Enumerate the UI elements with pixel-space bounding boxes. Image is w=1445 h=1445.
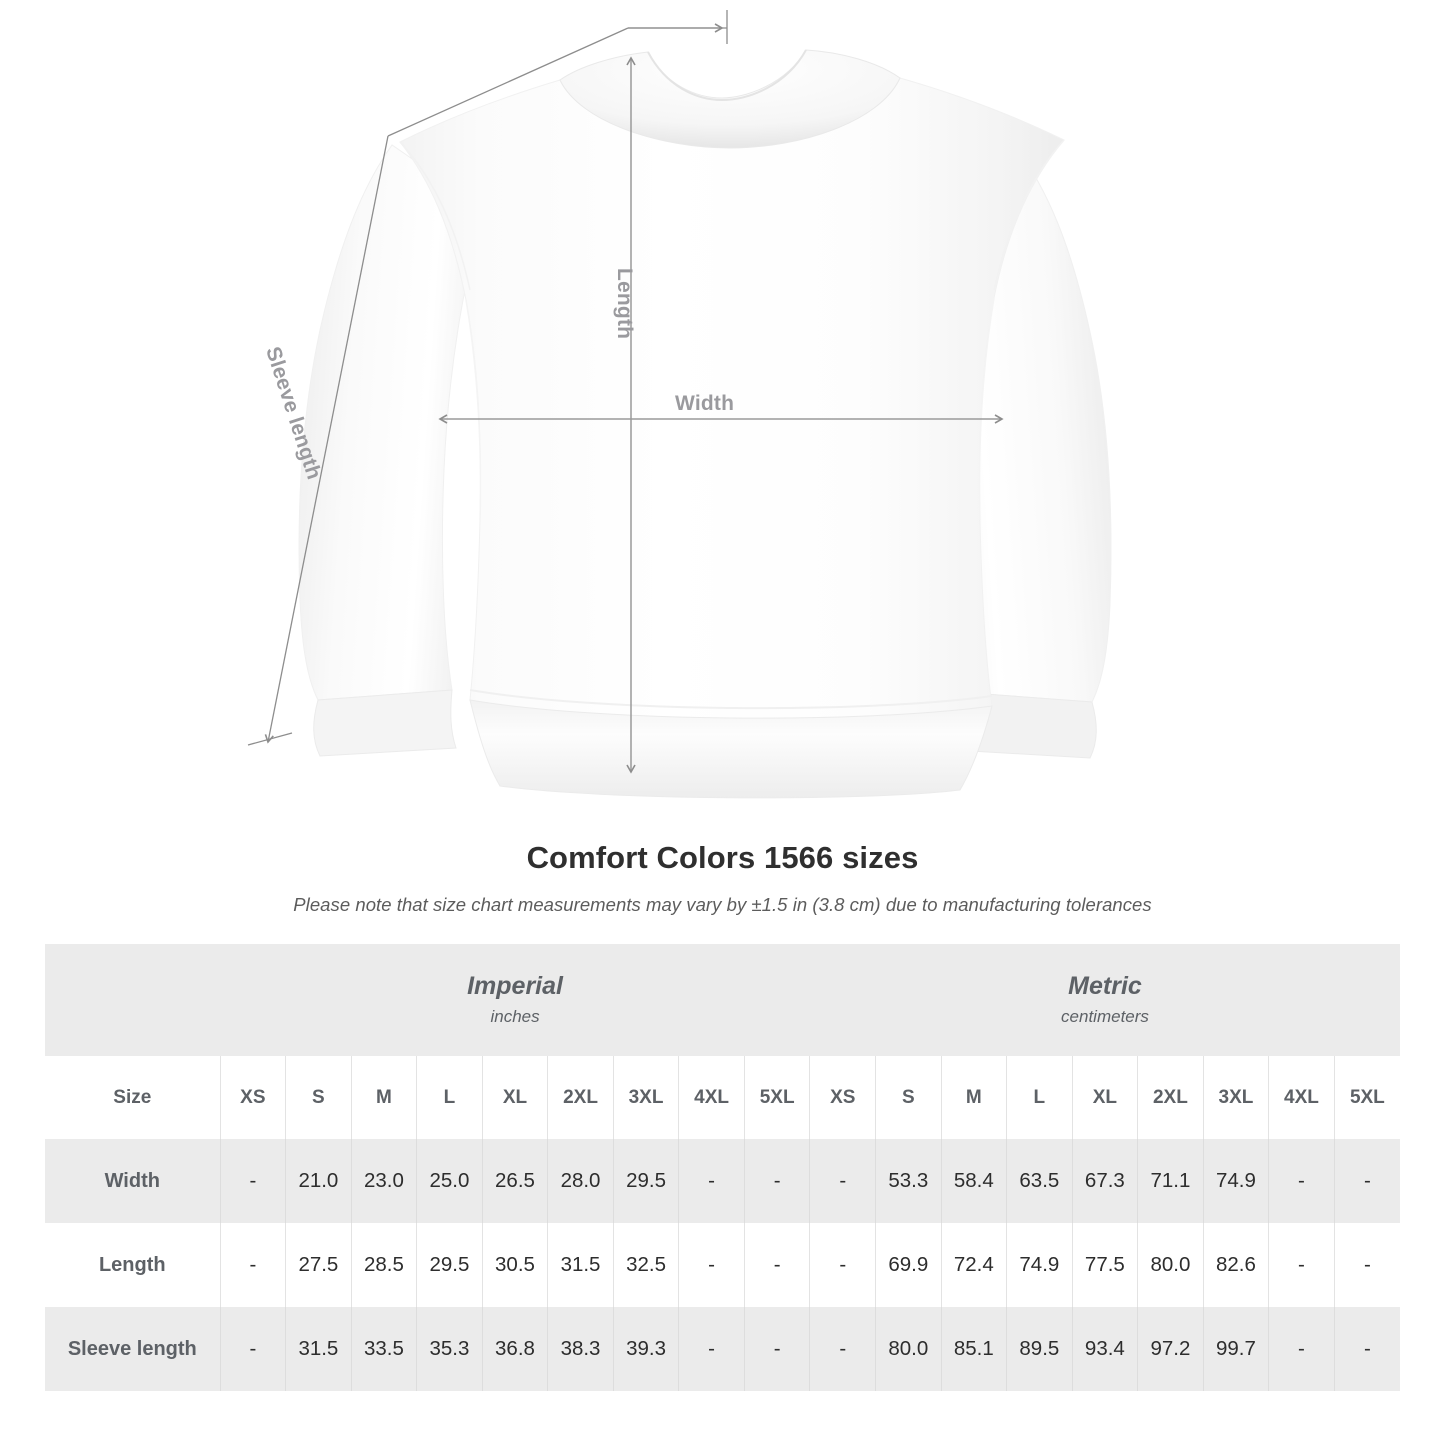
row-label-sleeve-length: Sleeve length [45,1307,221,1391]
unit-sub-metric: centimeters [1061,1006,1149,1026]
cell-sleeve-imperial-xs: - [219,1307,286,1391]
cell-length-imperial-3xl: 32.5 [612,1223,679,1307]
cell-width-imperial-m: 23.0 [350,1139,417,1223]
header-metric-xl: XL [1071,1056,1138,1139]
cell-sleeve-imperial-s: 31.5 [285,1307,352,1391]
cell-length-metric-2xl: 80.0 [1137,1223,1204,1307]
cell-sleeve-imperial-5xl: - [743,1307,810,1391]
cell-width-metric-xs: - [809,1139,876,1223]
unit-name-imperial: Imperial [467,972,563,1001]
cell-width-metric-4xl: - [1268,1139,1335,1223]
cell-length-imperial-4xl: - [678,1223,745,1307]
cell-sleeve-metric-2xl: 97.2 [1137,1307,1204,1391]
header-metric-2xl: 2XL [1137,1056,1204,1139]
cell-width-imperial-s: 21.0 [285,1139,352,1223]
cell-sleeve-metric-5xl: - [1333,1307,1400,1391]
cell-width-metric-m: 58.4 [940,1139,1007,1223]
cell-width-imperial-l: 25.0 [416,1139,483,1223]
unit-band-spacer [45,944,221,1056]
header-imperial-s: S [285,1056,352,1139]
sweatshirt-illustration [247,10,1112,799]
cell-width-imperial-xs: - [219,1139,286,1223]
cell-width-metric-5xl: - [1333,1139,1400,1223]
cell-length-metric-4xl: - [1268,1223,1335,1307]
header-imperial-xl: XL [481,1056,548,1139]
cell-length-metric-3xl: 82.6 [1202,1223,1269,1307]
cell-width-metric-l: 63.5 [1006,1139,1073,1223]
cell-width-metric-3xl: 74.9 [1202,1139,1269,1223]
header-size: Size [45,1056,221,1139]
cell-sleeve-metric-xs: - [809,1307,876,1391]
cell-sleeve-imperial-l: 35.3 [416,1307,483,1391]
header-imperial-5xl: 5XL [743,1056,810,1139]
page-title: Comfort Colors 1566 sizes [526,840,919,875]
header-imperial-xs: XS [219,1056,286,1139]
header-metric-3xl: 3XL [1202,1056,1269,1139]
sweatshirt-body [298,49,1112,799]
cell-sleeve-metric-3xl: 99.7 [1202,1307,1269,1391]
cell-length-imperial-l: 29.5 [416,1223,483,1307]
title-block: Comfort Colors 1566 sizes Please note th… [0,830,1445,916]
measurement-guides [247,10,1004,774]
row-label-length: Length [45,1223,221,1307]
header-imperial-4xl: 4XL [678,1056,745,1139]
header-imperial-2xl: 2XL [547,1056,614,1139]
cell-width-metric-2xl: 71.1 [1137,1139,1204,1223]
garment-diagram: Length Width Sleeve length [247,10,1112,799]
cell-length-imperial-5xl: - [743,1223,810,1307]
cell-length-imperial-xs: - [219,1223,286,1307]
cell-width-imperial-5xl: - [743,1139,810,1223]
cell-length-metric-5xl: - [1333,1223,1400,1307]
table-row: Width - 21.0 23.0 25.0 26.5 28.0 29.5 - … [45,1139,1400,1223]
cell-sleeve-metric-xl: 93.4 [1071,1307,1138,1391]
cell-sleeve-metric-m: 85.1 [940,1307,1007,1391]
header-imperial-3xl: 3XL [612,1056,679,1139]
header-imperial-m: M [350,1056,417,1139]
unit-sub-imperial: inches [490,1006,540,1026]
cell-sleeve-metric-4xl: - [1268,1307,1335,1391]
cell-width-imperial-2xl: 28.0 [547,1139,614,1223]
size-chart-table: Imperial inches Metric centimeters Size … [45,944,1400,1391]
header-metric-5xl: 5XL [1333,1056,1400,1139]
cell-sleeve-metric-s: 80.0 [875,1307,942,1391]
row-label-width: Width [45,1139,221,1223]
cell-length-metric-xs: - [809,1223,876,1307]
header-metric-l: L [1006,1056,1073,1139]
tolerance-note: Please note that size chart measurements… [293,894,1152,915]
table-row: Sleeve length - 31.5 33.5 35.3 36.8 38.3… [45,1307,1400,1391]
cell-length-metric-l: 74.9 [1006,1223,1073,1307]
header-metric-m: M [940,1056,1007,1139]
length-dimension-label: Length [613,268,636,340]
header-metric-xs: XS [809,1056,876,1139]
cell-width-imperial-4xl: - [678,1139,745,1223]
cell-sleeve-imperial-4xl: - [678,1307,745,1391]
header-metric-4xl: 4XL [1268,1056,1335,1139]
table-header-row: Size XS S M L XL 2XL 3XL 4XL 5XL XS S M … [45,1056,1400,1139]
header-imperial-l: L [416,1056,483,1139]
cell-length-metric-s: 69.9 [875,1223,942,1307]
unit-group-imperial: Imperial inches [220,944,810,1056]
cell-sleeve-imperial-m: 33.5 [350,1307,417,1391]
width-dimension-label: Width [675,392,735,415]
cell-width-metric-s: 53.3 [875,1139,942,1223]
cell-sleeve-imperial-3xl: 39.3 [612,1307,679,1391]
cell-sleeve-metric-l: 89.5 [1006,1307,1073,1391]
cell-length-metric-m: 72.4 [940,1223,1007,1307]
unit-group-metric: Metric centimeters [809,944,1400,1056]
cell-sleeve-imperial-2xl: 38.3 [547,1307,614,1391]
unit-name-metric: Metric [1068,972,1142,1001]
cell-length-metric-xl: 77.5 [1071,1223,1138,1307]
cell-width-imperial-xl: 26.5 [481,1139,548,1223]
cell-length-imperial-s: 27.5 [285,1223,352,1307]
cell-width-imperial-3xl: 29.5 [612,1139,679,1223]
table-row: Length - 27.5 28.5 29.5 30.5 31.5 32.5 -… [45,1223,1400,1307]
size-table-container: Imperial inches Metric centimeters Size … [0,944,1445,1391]
cell-length-imperial-m: 28.5 [350,1223,417,1307]
cell-length-imperial-2xl: 31.5 [547,1223,614,1307]
cell-length-imperial-xl: 30.5 [481,1223,548,1307]
header-metric-s: S [875,1056,942,1139]
cell-sleeve-imperial-xl: 36.8 [481,1307,548,1391]
unit-band-row: Imperial inches Metric centimeters [45,944,1400,1056]
cell-width-metric-xl: 67.3 [1071,1139,1138,1223]
